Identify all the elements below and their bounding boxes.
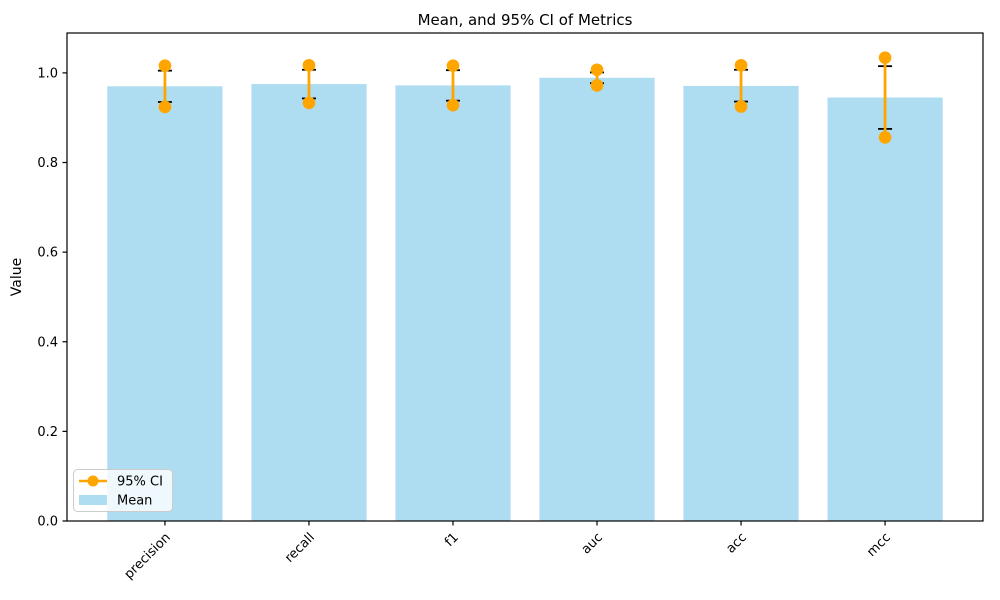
- legend-label-ci: 95% CI: [117, 475, 163, 490]
- bar-precision: [107, 86, 223, 522]
- legend-label-mean: Mean: [117, 494, 152, 509]
- bar-mcc: [827, 97, 943, 521]
- x-tick-label-mcc: mcc: [864, 530, 894, 560]
- mean-bars: [107, 77, 943, 522]
- x-tick-label-auc: auc: [579, 530, 606, 557]
- legend: 95% CI Mean: [73, 469, 173, 512]
- ci-dot-low-auc: [590, 79, 604, 92]
- chart-title: Mean, and 95% CI of Metrics: [418, 11, 633, 29]
- ci-dot-low-mcc: [878, 131, 892, 144]
- y-tick-label: 0.6: [37, 246, 58, 261]
- plot-frame: [66, 32, 984, 522]
- bar-recall: [251, 84, 367, 521]
- ci-dot-high-recall: [302, 58, 316, 72]
- ci-dot-low-recall: [302, 96, 316, 110]
- ci-dot-low-precision: [158, 100, 172, 114]
- legend-mean-swatch: [79, 495, 107, 505]
- x-tick-label-f1: f1: [442, 530, 462, 550]
- x-tick-label-precision: precision: [122, 530, 174, 582]
- y-tick-label: 0.2: [37, 425, 58, 440]
- y-tick-label: 1.0: [37, 66, 58, 81]
- ci-dot-low-f1: [446, 98, 460, 112]
- y-tick-label: 0.4: [37, 335, 58, 350]
- ci-dot-high-auc: [590, 63, 604, 77]
- ci-dot-high-mcc: [878, 51, 892, 64]
- legend-ci-marker-icon: [87, 475, 99, 487]
- bar-acc: [683, 85, 799, 522]
- y-tick-label: 0.8: [37, 156, 58, 171]
- bar-f1: [395, 85, 511, 522]
- ci-dot-low-acc: [734, 100, 748, 113]
- ci-dot-high-precision: [158, 59, 172, 73]
- y-axis-label: Value: [9, 258, 25, 296]
- ci-dot-high-acc: [734, 58, 748, 72]
- x-tick-label-recall: recall: [282, 530, 318, 566]
- ci-dot-high-f1: [446, 59, 460, 73]
- bar-auc: [539, 77, 655, 522]
- ci-markers: [158, 51, 892, 144]
- x-tick-label-acc: acc: [723, 530, 749, 556]
- y-tick-label: 0.0: [37, 515, 58, 530]
